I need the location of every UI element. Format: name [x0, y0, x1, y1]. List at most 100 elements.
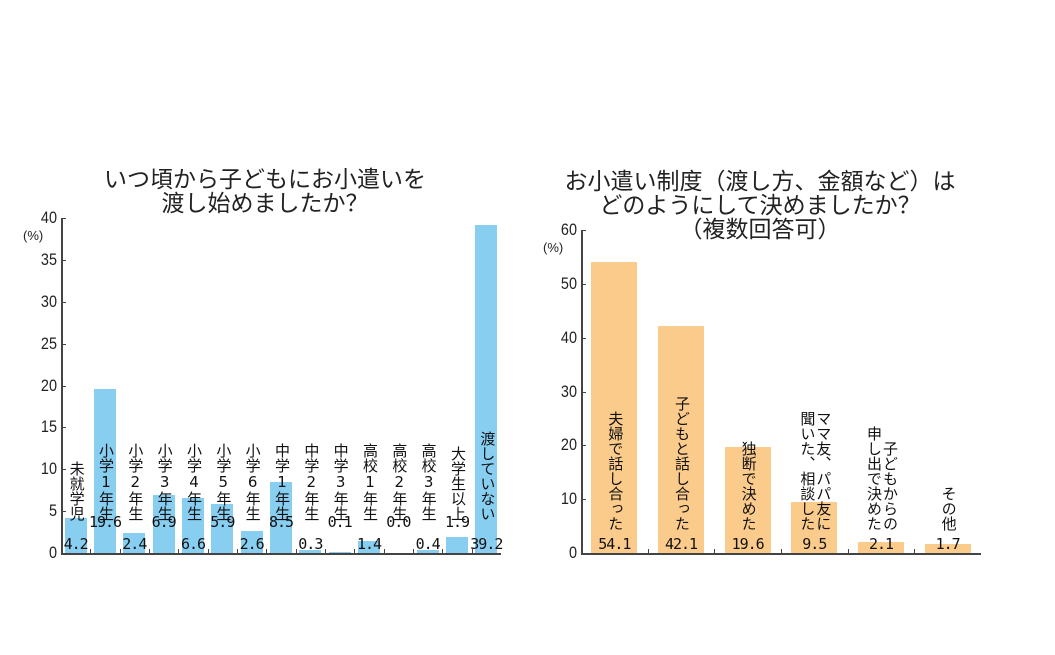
- category-label: 高校2年生: [390, 443, 409, 521]
- category-label: 子どもと話し合った: [673, 396, 691, 531]
- category-label: 小学3年生: [155, 443, 174, 521]
- y-tick: [61, 385, 66, 387]
- category-label: 高校1年生: [361, 443, 379, 521]
- category-label: 小学2年生: [126, 443, 145, 521]
- y-tick-label: 25: [40, 333, 57, 353]
- y-unit-label: (%): [23, 228, 44, 243]
- category-label: 聞いた、相談した: [798, 411, 817, 531]
- x-tick: [149, 549, 150, 554]
- value-label: 1.4: [356, 535, 382, 553]
- y-tick-label: 30: [560, 381, 577, 401]
- x-tick: [647, 549, 649, 554]
- y-tick-label: 10: [40, 459, 57, 479]
- y-tick: [581, 553, 586, 554]
- value-label: 6.6: [180, 535, 206, 553]
- bar: [358, 541, 380, 553]
- y-tick-label: 0: [48, 543, 57, 562]
- x-tick: [90, 549, 92, 554]
- bar: [791, 501, 838, 553]
- category-label: 渡していない: [478, 431, 497, 521]
- x-tick: [714, 549, 716, 554]
- chart-title-line: （複数回答可）: [679, 217, 841, 243]
- x-tick: [325, 549, 326, 554]
- chart-title-line: いつ頃から子どもにお小遣いを: [104, 167, 426, 193]
- y-tick-label: 15: [40, 417, 57, 437]
- value-label: 4.2: [63, 535, 89, 553]
- category-label: 小学6年生: [243, 443, 262, 521]
- category-label: 夫婦で話し合った: [606, 411, 625, 531]
- x-tick: [207, 549, 209, 554]
- y-tick: [581, 391, 586, 393]
- bar: [240, 531, 263, 553]
- y-tick-label: 60: [560, 220, 577, 239]
- x-tick: [354, 549, 356, 554]
- y-tick-label: 30: [40, 291, 57, 311]
- category-label: 小学4年生: [185, 443, 203, 521]
- x-axis: [61, 553, 501, 555]
- chart-title: いつ頃から子どもにお小遣いを 渡し始めましたか？: [20, 168, 510, 216]
- y-tick: [61, 301, 66, 303]
- value-label: 5.9: [210, 513, 235, 531]
- category-label: 独断で決めた: [739, 441, 758, 531]
- y-tick-label: 10: [560, 489, 577, 509]
- category-label: 大学生以上: [449, 446, 467, 521]
- y-tick: [61, 511, 66, 513]
- x-tick: [847, 549, 849, 554]
- y-tick-label: 0: [568, 543, 577, 562]
- bar: [446, 537, 468, 553]
- y-tick: [61, 553, 66, 554]
- y-tick: [581, 283, 586, 285]
- category-label: その他: [939, 486, 958, 531]
- x-tick: [471, 549, 473, 554]
- category-label: 中学3年生: [331, 443, 350, 521]
- value-label: 54.1: [598, 535, 631, 553]
- y-tick: [61, 218, 66, 219]
- bar: [858, 541, 904, 553]
- y-tick-label: 5: [48, 501, 57, 521]
- value-label: 0.0: [386, 513, 411, 531]
- x-tick: [295, 549, 297, 554]
- y-tick: [61, 259, 66, 261]
- category-label: 小学5年生: [214, 443, 233, 521]
- x-tick: [383, 549, 385, 554]
- x-tick: [237, 549, 238, 554]
- chart-title: お小遣い制度（渡し方、金額など）は どのようにして決めましたか？ （複数回答可）: [530, 170, 990, 242]
- value-label: 8.5: [268, 513, 294, 531]
- y-tick: [61, 427, 66, 429]
- category-label: 未就学児: [67, 461, 86, 521]
- value-label: 39.2: [470, 535, 503, 553]
- y-tick-label: 35: [40, 249, 57, 269]
- value-label: 9.5: [802, 535, 827, 553]
- bar: [328, 552, 351, 553]
- value-label: 1.9: [444, 513, 470, 531]
- value-label: 42.1: [664, 535, 698, 553]
- bar: [211, 503, 234, 553]
- y-unit-label: (%): [543, 240, 564, 255]
- category-label: 中学2年生: [302, 443, 321, 521]
- bar: [924, 543, 971, 553]
- x-tick: [413, 549, 414, 554]
- bar: [475, 224, 498, 553]
- value-label: 0.1: [327, 513, 353, 531]
- bar: [299, 550, 322, 553]
- x-tick: [442, 549, 444, 554]
- bar: [416, 549, 439, 553]
- y-tick-label: 20: [560, 435, 577, 455]
- bar: [591, 261, 638, 553]
- y-tick: [61, 343, 66, 345]
- bar: [123, 532, 146, 553]
- y-tick: [61, 469, 66, 471]
- x-tick: [266, 549, 268, 554]
- value-label: 6.9: [151, 513, 177, 531]
- value-label: 2.1: [868, 535, 894, 553]
- category-label: 申し出で決めた: [865, 426, 883, 531]
- bar: [152, 495, 175, 553]
- y-tick-label: 40: [40, 208, 57, 227]
- y-tick: [581, 499, 586, 501]
- bar: [658, 326, 704, 553]
- x-tick: [914, 549, 916, 554]
- y-tick: [581, 337, 586, 339]
- category-label: ママ友、パパ友に: [814, 411, 833, 531]
- y-tick: [581, 445, 586, 447]
- y-tick-label: 40: [560, 327, 577, 347]
